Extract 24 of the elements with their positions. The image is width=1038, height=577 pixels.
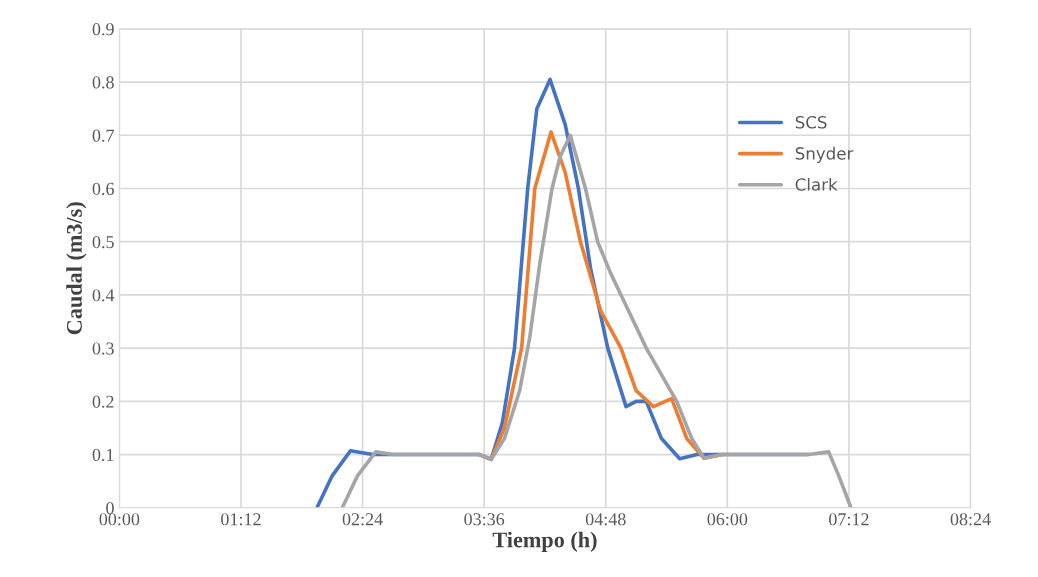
y-tick-label: 0.9: [92, 23, 114, 36]
y-tick-label: 0.5: [92, 235, 114, 249]
y-tick-label: 0.4: [92, 289, 115, 302]
line-series: [340, 133, 853, 508]
y-tick-label: 0.8: [92, 76, 114, 89]
legend-label: Snyder: [795, 146, 854, 163]
x-tick-label: 02:24: [342, 513, 383, 526]
x-tick-label: 03:36: [464, 513, 505, 526]
x-tick-label: 07:12: [829, 513, 869, 526]
x-tick-label: 08:24: [950, 513, 991, 526]
legend-label: Clark: [795, 177, 838, 191]
y-tick-label: 0.3: [92, 342, 114, 355]
y-tick-label: 0.6: [92, 182, 114, 196]
x-tick-label: 01:12: [221, 513, 261, 526]
y-tick-label: 0.2: [92, 395, 114, 408]
y-tick-label: 0: [106, 502, 114, 515]
y-axis-title: Caudal (m3/s): [66, 202, 87, 335]
legend-label: SCS: [795, 115, 827, 129]
y-tick-label: 0.7: [92, 129, 114, 142]
y-tick-label: 0.1: [92, 448, 114, 462]
x-axis-title: Tiempo (h): [492, 531, 597, 552]
x-tick-label: 04:48: [585, 513, 626, 526]
x-tick-label: 06:00: [707, 513, 748, 526]
x-tick-label: 00:00: [99, 513, 140, 526]
